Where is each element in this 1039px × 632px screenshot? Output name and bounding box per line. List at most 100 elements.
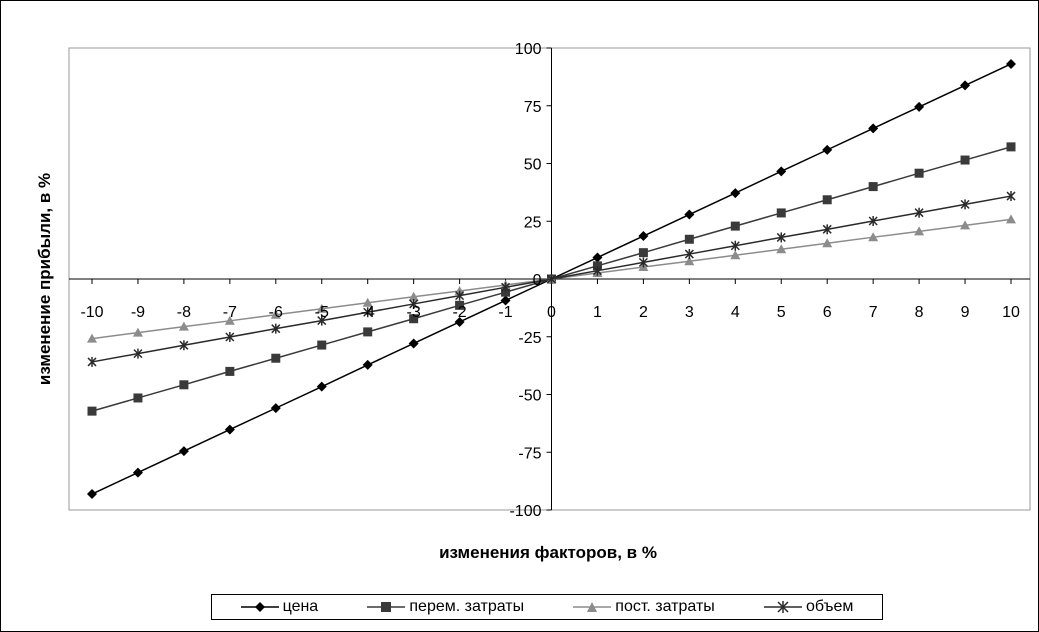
data-point-fixed-costs bbox=[914, 226, 925, 236]
data-point-price bbox=[500, 295, 511, 306]
x-tick-label: 5 bbox=[777, 304, 786, 321]
diamond-marker-icon bbox=[240, 602, 279, 612]
y-tick-label: -50 bbox=[518, 388, 541, 405]
data-point-fixed-costs bbox=[868, 232, 879, 242]
data-point-fixed-costs bbox=[822, 238, 833, 248]
data-point-var-costs bbox=[1006, 142, 1016, 152]
data-point-volume bbox=[87, 356, 97, 367]
legend: цена перем. затраты пост. затраты объем bbox=[211, 594, 883, 620]
x-tick-label: -9 bbox=[131, 304, 145, 321]
legend-item-volume: объем bbox=[763, 598, 854, 616]
x-tick-label: -2 bbox=[452, 304, 466, 321]
data-point-price bbox=[776, 166, 787, 177]
data-point-fixed-costs bbox=[362, 297, 373, 307]
data-point-volume bbox=[317, 315, 327, 326]
legend-label-price: цена bbox=[282, 598, 319, 615]
x-tick-label: 0 bbox=[547, 304, 556, 321]
legend-item-fixed-costs: пост. затраты bbox=[573, 598, 715, 616]
data-point-price bbox=[822, 144, 833, 155]
data-point-volume bbox=[822, 224, 832, 235]
data-point-price bbox=[132, 467, 143, 478]
data-point-volume bbox=[133, 348, 143, 359]
data-point-volume bbox=[960, 199, 970, 210]
data-point-var-costs bbox=[776, 208, 786, 218]
data-point-fixed-costs bbox=[776, 244, 787, 254]
x-tick-label: -3 bbox=[407, 304, 421, 321]
square-marker-icon bbox=[367, 602, 406, 612]
y-tick-label: -75 bbox=[518, 445, 541, 462]
data-point-volume bbox=[730, 240, 740, 251]
data-point-volume bbox=[776, 232, 786, 243]
data-point-fixed-costs bbox=[408, 291, 419, 301]
data-point-volume bbox=[271, 323, 281, 334]
data-point-fixed-costs bbox=[730, 250, 741, 260]
data-point-volume bbox=[546, 274, 557, 284]
data-point-volume bbox=[868, 216, 878, 227]
y-tick-label: 75 bbox=[524, 99, 542, 116]
x-tick-label: 3 bbox=[685, 304, 694, 321]
data-point-price bbox=[316, 381, 327, 392]
data-point-var-costs bbox=[914, 168, 924, 178]
y-tick-label: 25 bbox=[524, 214, 542, 231]
x-axis-title: изменения факторов, в % bbox=[439, 543, 657, 562]
legend-item-var-costs: перем. затраты bbox=[367, 598, 524, 616]
data-point-volume bbox=[638, 257, 648, 268]
data-point-volume bbox=[455, 290, 465, 301]
x-tick-label: -8 bbox=[177, 304, 191, 321]
data-point-volume bbox=[592, 265, 602, 276]
data-point-fixed-costs bbox=[316, 303, 327, 313]
triangle-marker-icon bbox=[573, 602, 612, 612]
x-tick-label: 8 bbox=[915, 304, 924, 321]
x-tick-label: -10 bbox=[80, 304, 103, 321]
data-point-price bbox=[1006, 58, 1016, 69]
data-point-fixed-costs bbox=[960, 220, 971, 230]
data-point-var-costs bbox=[179, 380, 189, 390]
data-point-volume bbox=[225, 331, 235, 342]
x-tick-label: 4 bbox=[731, 304, 740, 321]
x-tick-label: 7 bbox=[869, 304, 878, 321]
y-tick-label: -25 bbox=[518, 330, 541, 347]
data-point-volume bbox=[501, 282, 511, 293]
data-point-volume bbox=[684, 249, 694, 260]
data-point-fixed-costs bbox=[1006, 214, 1016, 224]
y-tick-label: 0 bbox=[533, 272, 542, 289]
labels-layer: -10 -9 -8 -7 -6 -5 -4 -3 -2 -1 0 1 2 3 4 5 6 7 8 9 101007550… bbox=[80, 41, 1020, 520]
data-point-price bbox=[362, 359, 373, 370]
data-point-fixed-costs bbox=[270, 309, 281, 319]
data-point-price bbox=[684, 209, 695, 220]
data-point-var-costs bbox=[409, 314, 419, 324]
data-point-var-costs bbox=[868, 182, 878, 192]
data-point-var-costs bbox=[133, 393, 143, 403]
data-point-volume bbox=[914, 207, 924, 218]
data-point-price bbox=[592, 252, 603, 263]
data-point-fixed-costs bbox=[224, 315, 235, 325]
data-point-volume bbox=[409, 298, 419, 309]
data-point-price bbox=[960, 80, 971, 91]
x-tick-label: 6 bbox=[823, 304, 832, 321]
data-point-var-costs bbox=[271, 353, 281, 363]
data-point-price bbox=[270, 403, 281, 414]
x-tick-label: 2 bbox=[639, 304, 648, 321]
data-point-var-costs bbox=[822, 195, 832, 205]
legend-label-volume: объем bbox=[805, 598, 854, 615]
x-tick-label: -5 bbox=[315, 304, 329, 321]
legend-item-price: цена bbox=[240, 598, 319, 616]
series-layer bbox=[87, 58, 1016, 500]
x-tick-label: -1 bbox=[498, 304, 512, 321]
x-tick-label: -6 bbox=[269, 304, 283, 321]
x-tick-label: -7 bbox=[223, 304, 237, 321]
data-point-var-costs bbox=[225, 366, 235, 376]
data-point-var-costs bbox=[684, 234, 694, 244]
data-point-var-costs bbox=[960, 155, 970, 165]
x-tick-label: 9 bbox=[961, 304, 970, 321]
x-tick-label: 1 bbox=[593, 304, 602, 321]
y-axis-title: изменение прибыли, в % bbox=[35, 173, 54, 385]
y-tick-label: 50 bbox=[524, 157, 542, 174]
data-point-volume bbox=[1006, 191, 1016, 202]
data-point-price bbox=[224, 424, 235, 435]
data-point-price bbox=[454, 316, 465, 327]
legend-label-fixed-costs: пост. затраты bbox=[615, 598, 715, 615]
data-point-price bbox=[914, 101, 925, 112]
data-point-fixed-costs bbox=[132, 327, 143, 337]
